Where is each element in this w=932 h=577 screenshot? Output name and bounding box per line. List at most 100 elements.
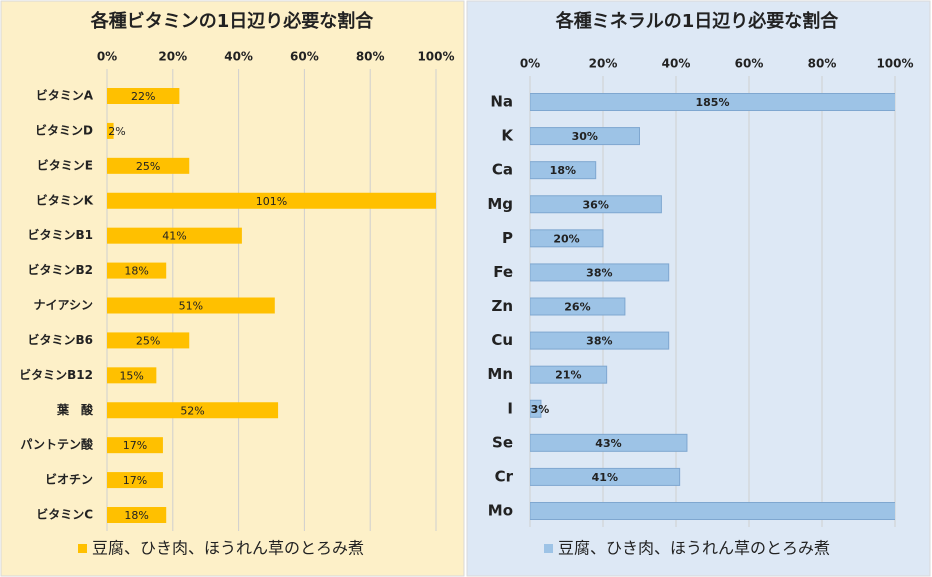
data-label: 41% [162, 230, 186, 243]
bar [107, 437, 163, 454]
y-tick-label: K [501, 127, 514, 145]
data-label: 3% [531, 403, 550, 416]
data-label: 52% [180, 404, 204, 417]
data-label: 36% [583, 198, 609, 211]
y-tick-label: P [502, 229, 513, 247]
y-tick-label: 葉 酸 [56, 402, 94, 417]
data-label: 26% [564, 301, 590, 314]
bar [107, 297, 275, 314]
y-tick-label: ビタミンB1 [28, 227, 94, 242]
y-tick-label: ビオチン [45, 472, 93, 487]
bar [107, 472, 163, 489]
panel [466, 0, 931, 577]
y-tick-label: パントテン酸 [20, 437, 94, 452]
y-tick-label: ビタミンA [36, 88, 94, 103]
bar [107, 332, 190, 349]
bar [107, 192, 436, 209]
chart-title: 各種ビタミンの1日辺り必要な割合 [90, 10, 375, 32]
x-tick-label: 100% [417, 50, 454, 64]
bar [107, 262, 167, 279]
y-tick-label: ビタミンB12 [19, 367, 93, 382]
legend-swatch [544, 544, 553, 553]
data-label: 25% [136, 160, 160, 173]
data-label: 15% [119, 369, 143, 382]
panel [0, 0, 465, 577]
bars [530, 93, 895, 520]
y-tick-label: I [507, 399, 513, 417]
data-label: 21% [555, 369, 581, 382]
y-tick-label: Cr [495, 467, 514, 485]
bars [107, 88, 436, 523]
x-tick-label: 80% [356, 50, 385, 64]
x-tick-label: 0% [520, 57, 540, 71]
y-tick-label: Zn [491, 297, 513, 315]
bar [530, 502, 895, 520]
data-label: 17% [123, 474, 147, 487]
x-tick-label: 0% [97, 50, 117, 64]
bar [107, 122, 114, 139]
x-tick-label: 80% [808, 57, 837, 71]
y-tick-label: Na [490, 93, 513, 111]
y-tick-label: Mg [487, 195, 513, 213]
data-label: 18% [124, 509, 148, 522]
data-label: 30% [572, 130, 598, 143]
x-tick-label: 20% [589, 57, 618, 71]
y-tick-label: Cu [491, 331, 513, 349]
bar [107, 402, 279, 419]
y-tick-label: Fe [493, 263, 513, 281]
bar [530, 467, 681, 486]
data-label: 20% [553, 232, 579, 245]
bar [530, 229, 604, 248]
data-label: 25% [136, 334, 160, 347]
data-label: 18% [124, 265, 148, 278]
bar [107, 157, 190, 174]
bar [530, 195, 662, 214]
data-label: 38% [586, 335, 612, 348]
legend-label: 豆腐、ひき肉、ほうれん草のとろみ煮 [558, 539, 830, 558]
x-tick-label: 60% [735, 57, 764, 71]
bar [530, 399, 542, 418]
bar [530, 127, 640, 146]
y-tick-label: ビタミンB6 [28, 332, 94, 347]
y-tick-label: ビタミンK [36, 192, 94, 207]
bar [530, 365, 608, 384]
bar [107, 227, 242, 244]
data-label: 101% [256, 195, 287, 208]
bar [107, 507, 167, 523]
chart-title: 各種ミネラルの1日辺り必要な割合 [555, 10, 840, 32]
x-tick-label: 100% [876, 57, 913, 71]
bar [107, 88, 180, 104]
data-label: 185% [696, 96, 730, 109]
data-label: 38% [586, 266, 612, 279]
y-tick-label: ビタミンC [36, 507, 93, 522]
bar [530, 331, 670, 350]
y-tick-label: ナイアシン [33, 298, 93, 312]
data-label: 22% [131, 90, 155, 103]
data-label: 41% [592, 471, 618, 484]
legend-swatch [78, 544, 87, 553]
x-tick-label: 40% [662, 57, 691, 71]
data-label: 51% [179, 300, 203, 313]
bar [530, 93, 895, 111]
bar [530, 263, 670, 282]
y-tick-label: ビタミンE [37, 157, 93, 172]
x-tick-label: 60% [290, 50, 319, 64]
data-label: 17% [123, 439, 147, 452]
y-tick-label: Ca [492, 161, 513, 179]
y-tick-label: Mn [487, 365, 513, 383]
data-label: 2% [108, 125, 125, 138]
y-tick-label: ビタミンB2 [28, 262, 94, 277]
legend-label: 豆腐、ひき肉、ほうれん草のとろみ煮 [92, 539, 364, 558]
y-tick-label: Se [492, 433, 513, 451]
bar [530, 433, 688, 452]
bar [530, 297, 626, 316]
bar [107, 367, 157, 384]
y-tick-label: Mo [488, 502, 513, 520]
bar [530, 161, 597, 180]
data-label: 43% [595, 437, 621, 450]
y-tick-label: ビタミンD [35, 122, 93, 137]
x-tick-label: 40% [224, 50, 253, 64]
x-tick-label: 20% [158, 50, 187, 64]
data-label: 18% [550, 164, 576, 177]
